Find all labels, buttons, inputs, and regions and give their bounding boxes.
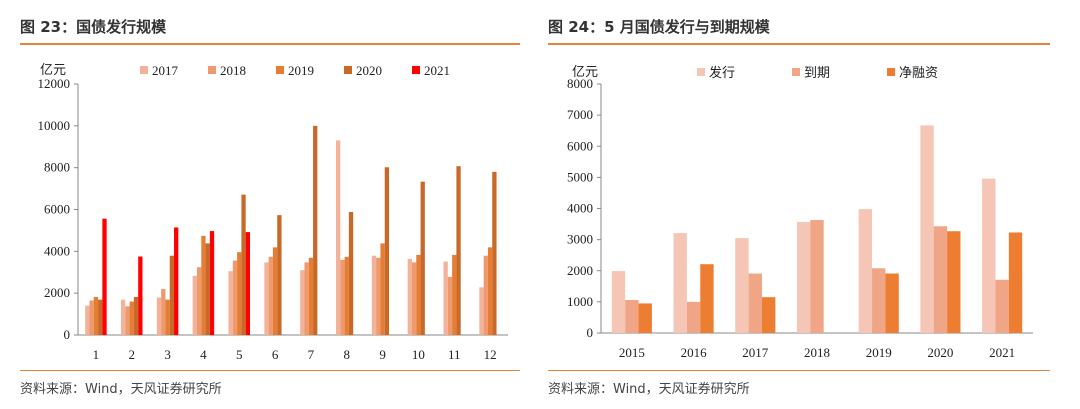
x-tick-label: 4 xyxy=(200,347,207,362)
bar-2018-6 xyxy=(268,256,273,335)
bar-2019-2 xyxy=(129,301,134,335)
chart-title: 图 24：5 月国债发行与到期规模 xyxy=(548,18,770,36)
x-tick-label: 9 xyxy=(379,347,386,362)
divider xyxy=(20,370,520,371)
bar-2021-3 xyxy=(174,227,179,335)
bar-2018-1 xyxy=(89,300,94,335)
bar-2018-4 xyxy=(196,267,202,335)
divider xyxy=(20,43,520,45)
bar-2017-12 xyxy=(479,287,484,335)
bar-2019-5 xyxy=(237,252,242,335)
legend-swatch-2019 xyxy=(276,66,284,74)
bar-2020-8 xyxy=(348,212,354,335)
bar-2017-9 xyxy=(371,255,377,335)
legend-label-2020: 2020 xyxy=(356,63,382,78)
bar-2018-9 xyxy=(376,257,381,335)
x-tick-label: 7 xyxy=(308,347,315,362)
bar-2017-1 xyxy=(85,305,90,335)
bar-2019-8 xyxy=(344,256,349,335)
source-note: 资料来源：Wind，天风证券研究所 xyxy=(548,382,750,397)
bar-2019-7 xyxy=(308,257,314,335)
bar-2020-4 xyxy=(205,243,210,335)
bar-2017-3 xyxy=(156,297,162,335)
x-tick-label: 10 xyxy=(412,347,425,362)
bar-2019-11 xyxy=(452,254,457,335)
x-tick-label: 12 xyxy=(484,347,497,362)
bar-2020-2 xyxy=(133,296,139,335)
bar-2017-10 xyxy=(407,258,412,335)
bar-2020-10 xyxy=(420,181,425,335)
bar-2021-4 xyxy=(209,231,215,335)
legend-swatch-2018 xyxy=(208,66,216,74)
bar-2018-5 xyxy=(232,260,238,335)
bar-2017-2 xyxy=(121,299,126,335)
bar-2017-7 xyxy=(300,270,305,335)
bar-2020-9 xyxy=(384,167,390,335)
x-tick-label: 8 xyxy=(344,347,351,362)
x-tick-label: 5 xyxy=(236,347,243,362)
bar-2018-7 xyxy=(304,262,309,335)
y-axis-unit-label: 亿元 xyxy=(40,63,66,78)
y-tick-label: 8000 xyxy=(44,160,70,175)
bar-2018-2 xyxy=(125,306,130,335)
source-note: 资料来源：Wind，天风证券研究所 xyxy=(20,382,222,397)
x-tick-label: 3 xyxy=(164,347,171,362)
bar-2019-1 xyxy=(93,296,99,335)
x-tick-label: 1 xyxy=(93,347,100,362)
y-tick-label: 6000 xyxy=(44,202,70,217)
bar-2018-12 xyxy=(483,255,488,335)
bar-2018-3 xyxy=(161,288,166,335)
bar-2017-5 xyxy=(228,271,233,335)
legend-swatch-2017 xyxy=(140,66,148,74)
bar-2020-3 xyxy=(169,255,175,335)
bar-2020-7 xyxy=(313,125,318,335)
bar-2018-11 xyxy=(447,276,453,335)
legend-swatch-2021 xyxy=(412,66,420,74)
bar-2017-8 xyxy=(336,140,341,335)
x-tick-label: 2 xyxy=(129,347,136,362)
y-tick-label: 0 xyxy=(64,327,71,342)
bar-2019-3 xyxy=(165,299,170,335)
legend-label-2019: 2019 xyxy=(288,63,314,78)
legend-label-2018: 2018 xyxy=(220,63,246,78)
bar-2020-5 xyxy=(241,194,246,335)
y-tick-label: 12000 xyxy=(38,76,71,91)
bar-2019-10 xyxy=(416,254,421,335)
bar-2021-2 xyxy=(138,256,143,335)
bar-2019-12 xyxy=(487,247,493,335)
y-tick-label: 2000 xyxy=(44,285,70,300)
bar-2020-12 xyxy=(492,171,497,335)
legend-swatch-2020 xyxy=(344,66,352,74)
divider xyxy=(548,370,1050,371)
legend-label-2021: 2021 xyxy=(424,63,450,78)
y-tick-label: 4000 xyxy=(44,243,70,258)
x-tick-label: 11 xyxy=(448,347,461,362)
bar-2019-9 xyxy=(380,243,385,335)
bar-2020-6 xyxy=(277,215,282,335)
bar-2019-4 xyxy=(201,235,206,335)
x-tick-label: 6 xyxy=(272,347,279,362)
bar-2017-11 xyxy=(443,261,448,335)
legend-label-2017: 2017 xyxy=(152,63,179,78)
bar-2020-1 xyxy=(98,299,103,335)
bar-2018-8 xyxy=(340,259,345,335)
bar-2019-6 xyxy=(272,247,278,335)
divider xyxy=(548,43,1050,45)
bar-2018-10 xyxy=(411,262,417,335)
bar-2017-4 xyxy=(192,275,197,335)
bar-2020-11 xyxy=(456,166,461,335)
y-tick-label: 10000 xyxy=(38,118,71,133)
bar-2017-6 xyxy=(264,262,269,335)
chart-title: 图 23：国债发行规模 xyxy=(20,18,167,36)
bar-2021-5 xyxy=(245,232,250,335)
bar-2021-1 xyxy=(102,218,107,335)
